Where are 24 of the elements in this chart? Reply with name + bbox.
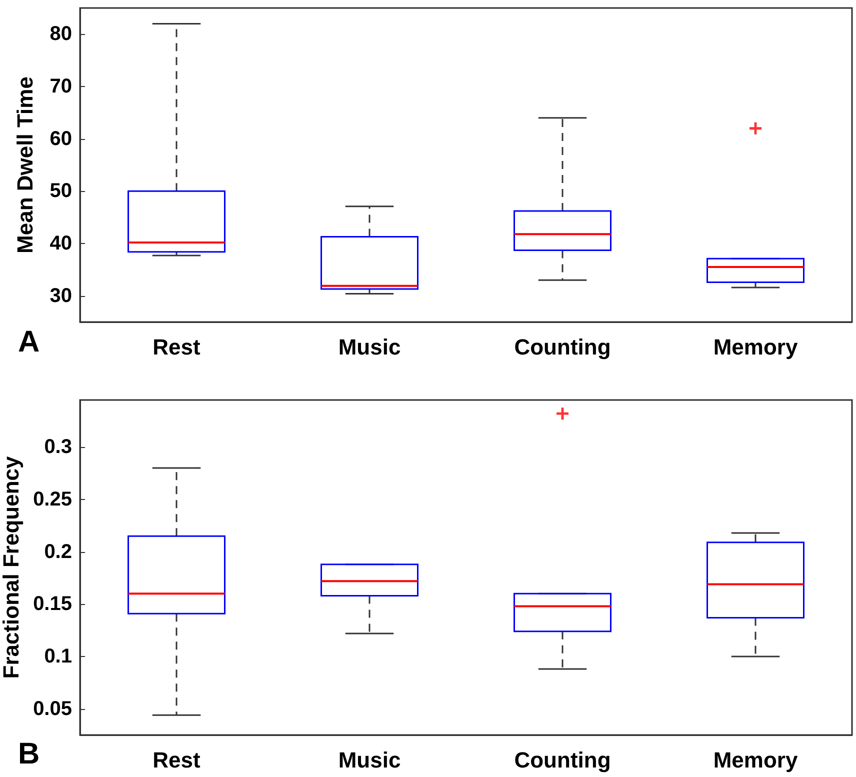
x-tick-label: Rest	[152, 748, 202, 772]
y-tick-label: 0.05	[33, 698, 72, 720]
y-tick-label: 80	[50, 23, 72, 46]
x-tick-label: Memory	[713, 334, 798, 360]
y-tick-label: 40	[50, 232, 72, 254]
x-tick-label: Music	[338, 748, 401, 772]
y-axis-title: Fractional Frequency	[0, 455, 24, 679]
x-tick-label: Music	[338, 334, 401, 360]
y-tick-label: 60	[50, 128, 72, 150]
y-tick-label: 0.25	[33, 488, 72, 510]
y-tick-label: 70	[50, 76, 72, 98]
y-tick-label: 0.1	[44, 645, 72, 668]
x-tick-label: Rest	[152, 334, 202, 360]
x-tick-label: Memory	[713, 748, 798, 772]
x-tick-label: Counting	[514, 748, 611, 772]
x-tick-label: Counting	[514, 334, 611, 360]
y-axis-title: Mean Dwell Time	[12, 76, 38, 254]
y-tick-label: 30	[50, 284, 72, 307]
text: B	[18, 738, 40, 770]
y-tick-label: 0.15	[33, 593, 72, 616]
text: A	[18, 326, 40, 358]
y-tick-label: 50	[50, 180, 72, 202]
y-tick-label: 0.3	[44, 436, 72, 458]
y-tick-label: 0.2	[44, 540, 72, 563]
